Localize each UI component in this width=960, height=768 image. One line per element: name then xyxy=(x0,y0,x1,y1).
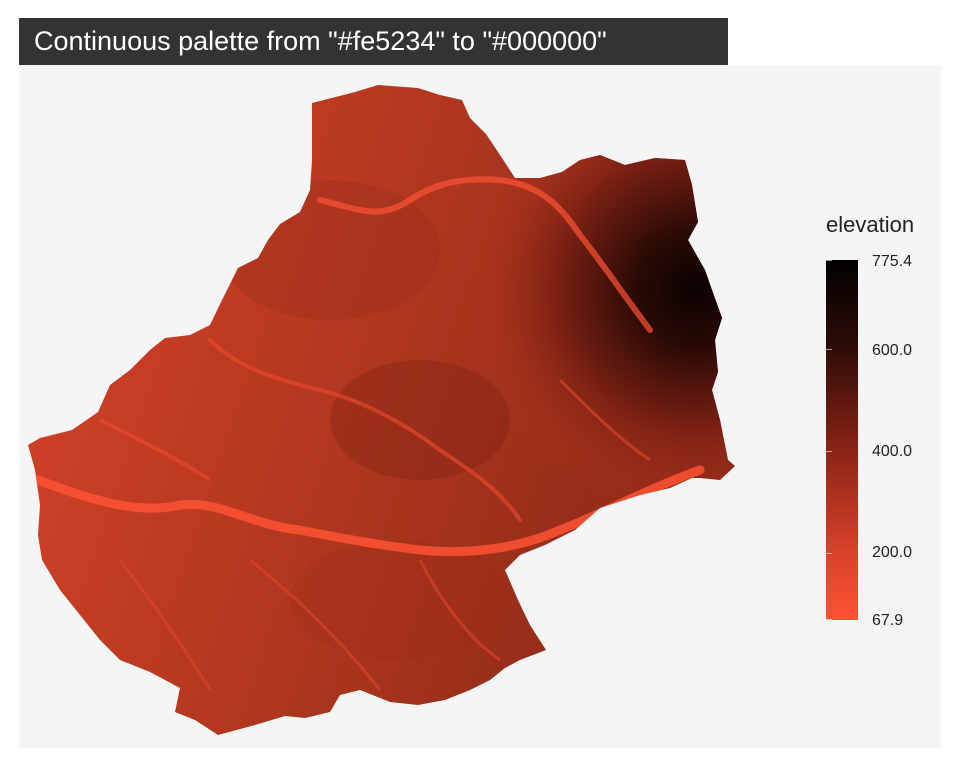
legend-tickmark xyxy=(826,451,832,452)
legend-tick-label: 600.0 xyxy=(872,342,913,359)
legend-tickmark xyxy=(826,553,832,554)
legend-tick-label: 67.9 xyxy=(872,612,904,629)
legend-colorbar xyxy=(826,260,858,620)
legend-tick-label: 200.0 xyxy=(872,544,913,561)
map-title: Continuous palette from "#fe5234" to "#0… xyxy=(19,18,728,65)
legend-title: elevation xyxy=(826,212,915,237)
legend-tick-label: 775.4 xyxy=(872,253,913,270)
legend-tickmark xyxy=(826,349,832,350)
legend-tickmark xyxy=(826,619,832,620)
legend-tickmark xyxy=(826,260,832,261)
legend-tick-label: 400.0 xyxy=(872,443,913,460)
